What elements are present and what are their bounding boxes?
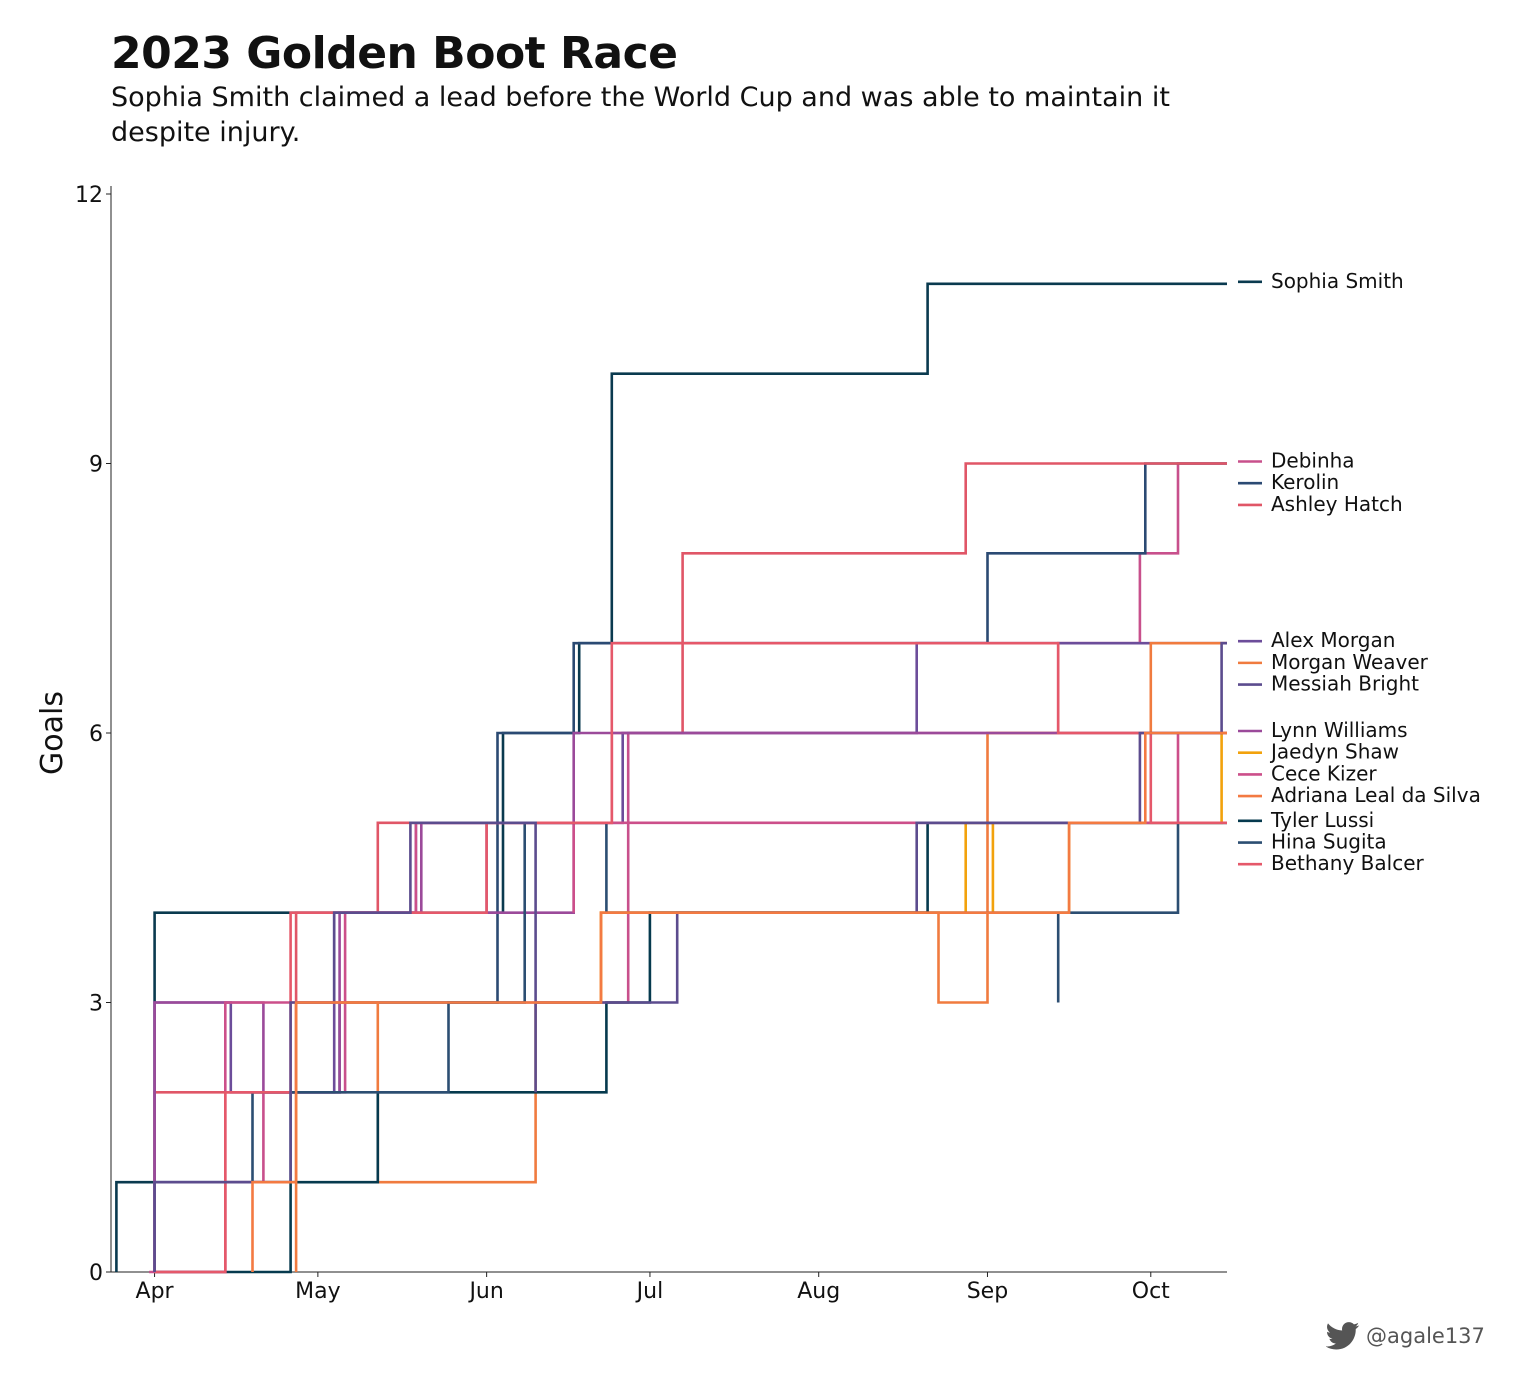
credit[interactable]: @agale137: [1326, 1322, 1485, 1350]
chart-subtitle: Sophia Smith claimed a lead before the W…: [111, 82, 1170, 148]
y-tick-label: 12: [75, 183, 103, 208]
chart-title: 2023 Golden Boot Race: [111, 28, 678, 79]
legend-label: Morgan Weaver: [1271, 650, 1429, 674]
series-line-debinha: [149, 462, 1227, 1274]
series-lines: [115, 282, 1227, 1274]
series-line-bethany-balcer: [154, 641, 1227, 1274]
y-tick-label: 9: [89, 453, 103, 478]
y-tick-label: 3: [89, 992, 103, 1017]
series-line-adriana-leal-da-silva: [251, 731, 1227, 1272]
series-line-tyler-lussi: [154, 821, 1227, 1274]
legend-label: Bethany Balcer: [1271, 851, 1425, 875]
x-tick-label: Sep: [967, 1279, 1008, 1304]
legend-label: Hina Sugita: [1271, 830, 1387, 854]
legend-label: Sophia Smith: [1271, 269, 1404, 293]
x-tick-label: Jun: [467, 1279, 503, 1304]
series-line-kerolin: [153, 462, 1227, 1272]
twitter-bird-icon: [1326, 1322, 1360, 1350]
legend-label: Tyler Lussi: [1270, 808, 1374, 832]
x-tick-label: Aug: [797, 1279, 840, 1304]
legend-label: Kerolin: [1271, 470, 1339, 494]
x-tick-label: Jul: [635, 1279, 664, 1304]
legend-label: Messiah Bright: [1271, 672, 1419, 696]
x-tick-label: Apr: [136, 1279, 175, 1304]
series-line-jaedyn-shaw: [599, 731, 1227, 1003]
x-tick-label: Oct: [1132, 1279, 1170, 1304]
legend-label: Alex Morgan: [1271, 628, 1395, 652]
axes: 0 3 6 9 12 Apr May Jun Jul Aug Sep Oct Goals: [35, 183, 1227, 1304]
series-line-messiah-bright: [153, 641, 1227, 1272]
legend-label: Jaedyn Shaw: [1269, 740, 1399, 764]
series-line-ashley-hatch: [153, 462, 1227, 1272]
series-line-alex-morgan: [153, 641, 1227, 1272]
series-line-morgan-weaver: [294, 641, 1227, 1272]
legend-label: Debinha: [1271, 449, 1355, 473]
x-tick-label: May: [295, 1279, 340, 1304]
legend-label: Cece Kizer: [1271, 761, 1377, 785]
credit-handle: @agale137: [1366, 1324, 1485, 1348]
y-tick-label: 0: [89, 1261, 103, 1286]
legend-label: Adriana Leal da Silva: [1271, 783, 1481, 807]
series-line-sophia-smith: [115, 282, 1227, 1272]
legend-label: Ashley Hatch: [1271, 492, 1403, 516]
y-tick-label: 6: [89, 722, 103, 747]
y-axis-label: Goals: [35, 691, 70, 775]
legend-label: Lynn Williams: [1271, 718, 1408, 742]
